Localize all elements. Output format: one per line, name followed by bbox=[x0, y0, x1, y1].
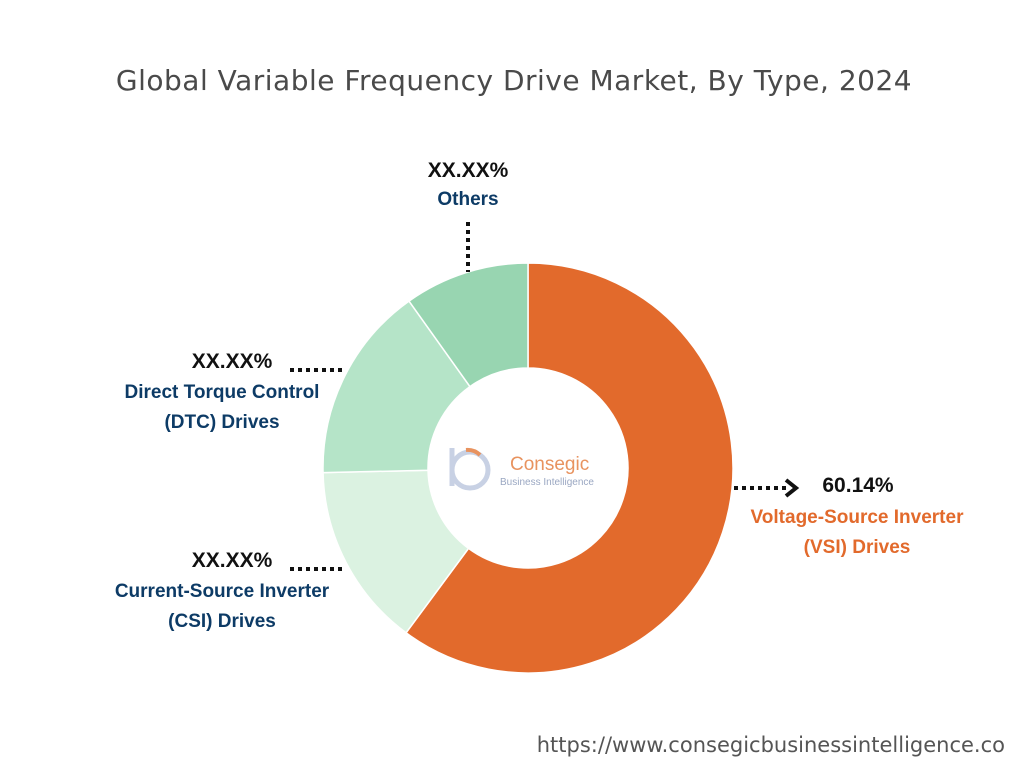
value-label-vsi: 60.14% bbox=[822, 474, 894, 497]
value-label-dtc: XX.XX% bbox=[192, 350, 273, 373]
slice-vsi bbox=[405, 262, 734, 674]
category-label-vsi-line1: Voltage-Source Inverter bbox=[751, 507, 965, 528]
slice-dtc bbox=[322, 300, 471, 474]
slice-others bbox=[407, 262, 529, 388]
logo-name: Consegic bbox=[510, 454, 589, 475]
slice-csi bbox=[322, 469, 470, 634]
category-label-csi-line1: Current-Source Inverter bbox=[115, 581, 330, 602]
category-label-csi-line2: (CSI) Drives bbox=[168, 611, 276, 632]
logo-accent-icon bbox=[465, 447, 482, 457]
arrow-right-icon bbox=[784, 478, 800, 498]
footer-url: https://www.consegicbusinessintelligence… bbox=[537, 733, 1005, 757]
category-label-vsi-line2: (VSI) Drives bbox=[804, 537, 911, 558]
consegic-logo: Consegic Business Intelligence bbox=[449, 447, 594, 491]
value-label-csi: XX.XX% bbox=[192, 549, 273, 572]
category-label-dtc-line1: Direct Torque Control bbox=[125, 382, 320, 403]
chart-title: Global Variable Frequency Drive Market, … bbox=[116, 64, 912, 97]
category-label-others: Others bbox=[437, 189, 498, 210]
value-label-others: XX.XX% bbox=[428, 159, 509, 182]
category-label-dtc-line2: (DTC) Drives bbox=[164, 412, 279, 433]
logo-tagline: Business Intelligence bbox=[500, 477, 594, 488]
logo-ring-icon bbox=[449, 449, 491, 491]
slices-group bbox=[322, 262, 734, 674]
